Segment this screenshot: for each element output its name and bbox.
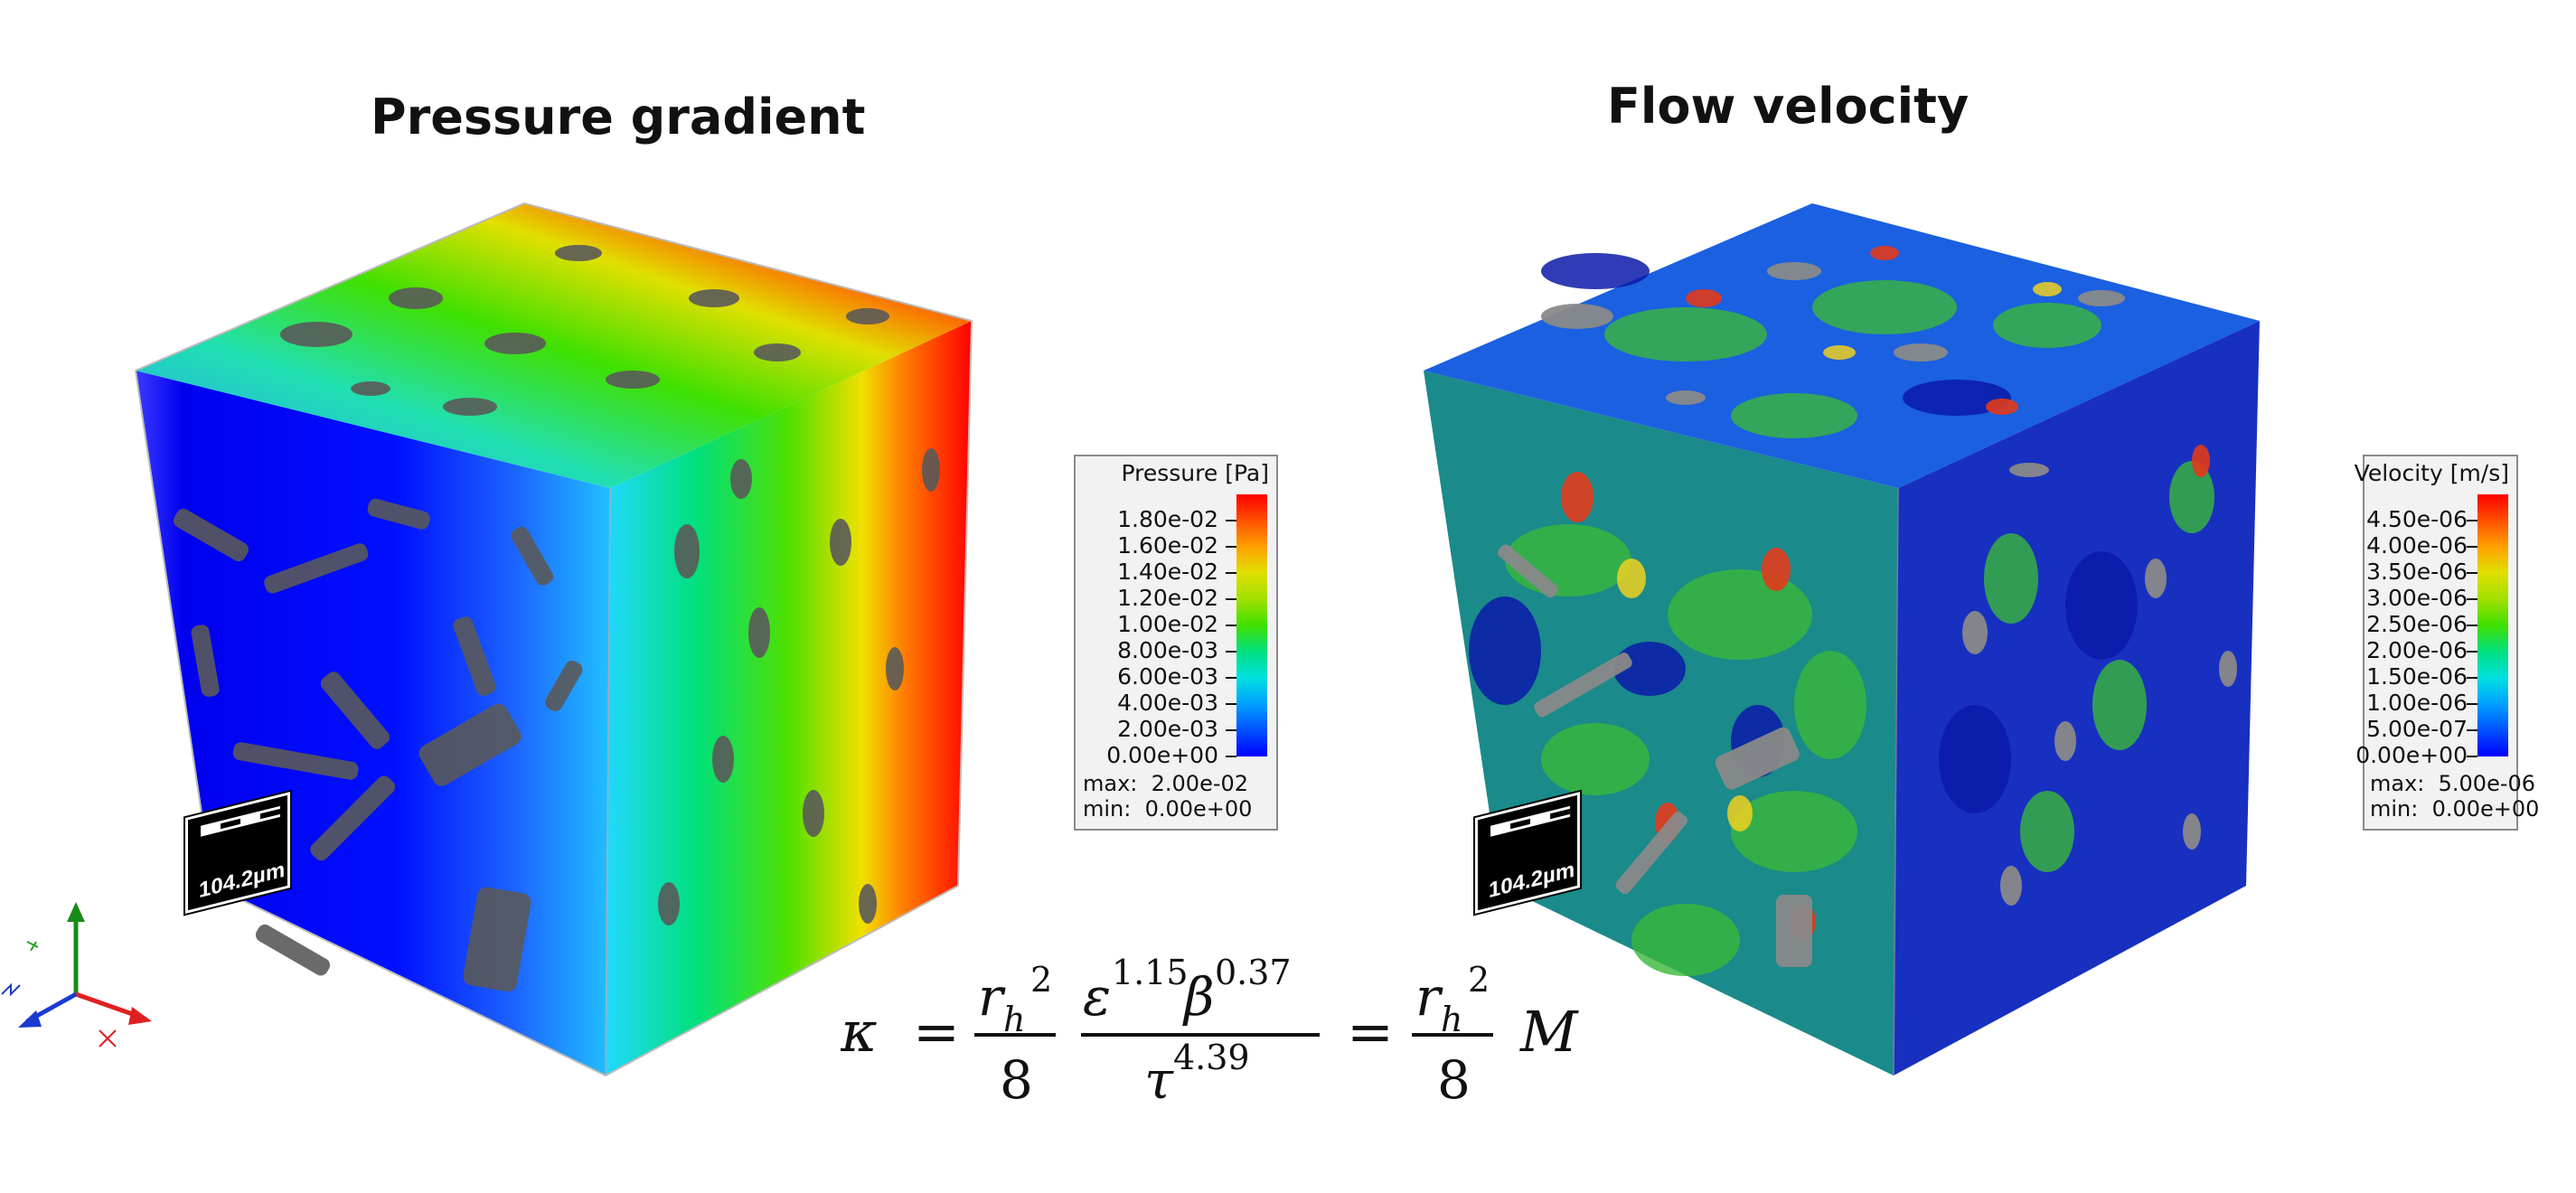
- velocity-cube-field: [1469, 246, 2237, 976]
- pressure-cube-side-face: [606, 321, 972, 1076]
- velocity-colorbar: [2477, 494, 2508, 756]
- tick-mark: [2467, 677, 2477, 679]
- tick-mark: [1226, 677, 1236, 679]
- eq-eps: ε: [1083, 966, 1111, 1028]
- eq-sq: 2: [1468, 960, 1490, 1000]
- eq-beta-exp: 0.37: [1215, 953, 1292, 992]
- tick-mark: [1226, 520, 1236, 521]
- tick-label: 1.60e-02: [1117, 532, 1218, 559]
- tick-label: 0.00e+00: [1106, 742, 1218, 768]
- tick-label: 4.00e-03: [1117, 690, 1218, 716]
- tick-label: 2.00e-03: [1117, 716, 1218, 742]
- tick-label: 1.40e-02: [1117, 559, 1218, 585]
- tick-label: 4.00e-06: [2366, 532, 2468, 559]
- tick-label: 2.50e-06: [2366, 611, 2468, 637]
- tick-label: 1.00e-02: [1117, 611, 1218, 637]
- tick-mark: [1226, 625, 1236, 626]
- tick-mark: [1226, 703, 1236, 705]
- tick-mark: [1226, 651, 1236, 653]
- eq-equals: =: [913, 999, 960, 1065]
- eq-eps-exp: 1.15: [1112, 953, 1189, 992]
- eq-M: M: [1519, 999, 1579, 1065]
- legend-stats: max: 5.00e-06 min: 0.00e+00: [2370, 771, 2540, 822]
- tick-label: 8.00e-03: [1117, 637, 1218, 663]
- tick-mark: [2467, 651, 2477, 653]
- eq-r: r: [978, 966, 1006, 1028]
- tick-label: 2.00e-06: [2366, 637, 2468, 663]
- permeability-equation: κ = r h 2 8 ε 1.15 β 0.37 τ 4.39 = r h 2…: [841, 953, 1579, 1111]
- tick-mark: [2467, 625, 2477, 626]
- eq-h: h: [1441, 1000, 1462, 1039]
- velocity-cube-edge: [1893, 487, 1899, 1076]
- pressure-cube-edge: [605, 487, 611, 1076]
- eq-kappa: κ: [841, 999, 878, 1065]
- pressure-cube-pores: [173, 245, 940, 992]
- eq-r: r: [1415, 966, 1443, 1028]
- pressure-cube-top-face: [136, 203, 972, 488]
- flow-velocity-title: Flow velocity: [1607, 78, 1970, 135]
- legend-stats: max: 2.00e-02 min: 0.00e+00: [1083, 771, 1253, 822]
- eq-beta: β: [1182, 966, 1215, 1028]
- eq-h: h: [1003, 1000, 1025, 1039]
- tick-mark: [2467, 703, 2477, 705]
- legend-title: Velocity [m/s]: [2354, 460, 2509, 486]
- eq-tau-exp: 4.39: [1173, 1038, 1250, 1077]
- tick-mark: [1226, 572, 1236, 574]
- velocity-cube-side-face: [1894, 321, 2260, 1076]
- tick-mark: [1226, 598, 1236, 600]
- eq-eight: 8: [1437, 1049, 1471, 1111]
- tick-label: 6.00e-03: [1117, 663, 1218, 690]
- pressure-gradient-title: Pressure gradient: [371, 89, 866, 146]
- tick-label: 4.50e-06: [2366, 506, 2468, 532]
- legend-title: Pressure [Pa]: [1121, 460, 1269, 486]
- tick-mark: [2467, 572, 2477, 574]
- eq-equals: =: [1347, 999, 1394, 1065]
- eq-tau: τ: [1144, 1049, 1174, 1111]
- tick-label: 3.50e-06: [2366, 559, 2468, 585]
- tick-label: 1.20e-02: [1117, 585, 1218, 611]
- tick-mark: [2467, 520, 2477, 521]
- velocity-legend: Velocity [m/s] 4.50e-06 4.00e-06 3.50e-06 3…: [2355, 455, 2539, 831]
- tick-mark: [2467, 546, 2477, 548]
- tick-mark: [1226, 756, 1236, 757]
- pressure-legend: Pressure [Pa] 1.80e-02 1.60e-02 1.40e-02 1.…: [1074, 455, 1278, 831]
- pressure-cube-render: [135, 202, 973, 1077]
- tick-mark: [1226, 729, 1236, 731]
- eq-eight: 8: [1000, 1049, 1033, 1111]
- tick-mark: [2467, 729, 2477, 731]
- eq-sq: 2: [1030, 960, 1052, 1000]
- velocity-cube-render: [1424, 203, 2260, 1076]
- tick-label: 1.00e-06: [2366, 690, 2468, 716]
- tick-mark: [2467, 598, 2477, 600]
- tick-label: 1.80e-02: [1117, 506, 1218, 532]
- tick-label: 0.00e+00: [2355, 742, 2468, 768]
- tick-mark: [1226, 546, 1236, 548]
- tick-mark: [2467, 756, 2477, 757]
- tick-label: 5.00e-07: [2366, 716, 2468, 742]
- tick-label: 1.50e-06: [2366, 663, 2468, 690]
- pressure-colorbar: [1236, 494, 1267, 756]
- tick-label: 3.00e-06: [2366, 585, 2468, 611]
- orientation-axes-icon: [1, 902, 152, 1047]
